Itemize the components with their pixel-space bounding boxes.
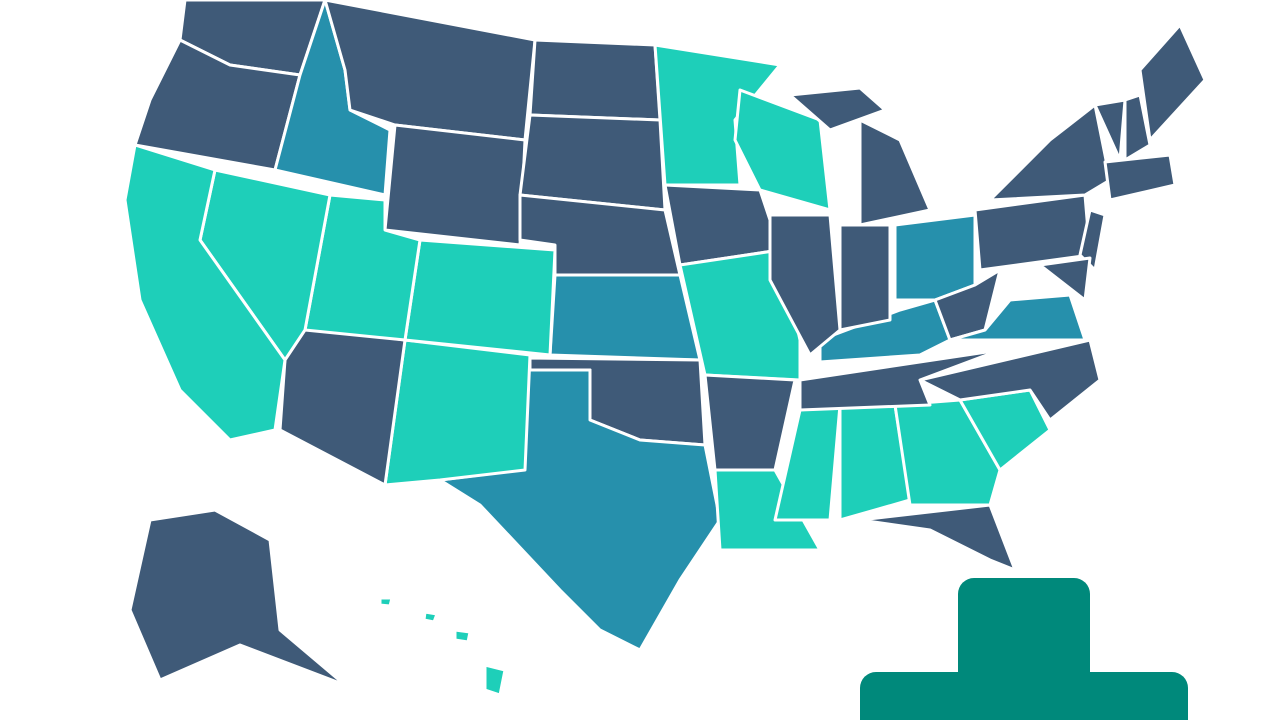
state xyxy=(1093,98,1127,162)
state xyxy=(1123,93,1152,162)
state xyxy=(988,103,1112,202)
state xyxy=(1078,208,1107,272)
state xyxy=(123,143,287,442)
state xyxy=(838,223,892,332)
state xyxy=(703,373,797,472)
state xyxy=(383,338,532,487)
state xyxy=(893,213,977,302)
state xyxy=(918,338,1102,422)
state xyxy=(798,348,1002,412)
state xyxy=(733,88,832,212)
state xyxy=(528,38,662,122)
state xyxy=(788,86,887,132)
island xyxy=(422,610,439,624)
state xyxy=(768,213,842,357)
states xyxy=(123,0,1207,697)
state xyxy=(438,368,722,652)
state xyxy=(383,123,527,247)
island xyxy=(483,663,507,697)
state xyxy=(713,468,822,552)
state xyxy=(653,43,782,187)
state xyxy=(278,323,407,487)
state xyxy=(1103,153,1177,202)
state xyxy=(128,508,347,687)
island xyxy=(453,628,472,644)
state xyxy=(973,193,1092,272)
state xyxy=(1038,256,1092,302)
state xyxy=(933,268,1002,342)
state xyxy=(548,273,702,362)
state xyxy=(403,238,557,357)
state xyxy=(858,118,932,227)
island xyxy=(378,596,394,608)
plus-icon xyxy=(860,578,1188,720)
state xyxy=(1138,23,1207,142)
icon-bar xyxy=(860,672,1188,720)
state xyxy=(948,293,1087,342)
state xyxy=(858,503,1017,572)
